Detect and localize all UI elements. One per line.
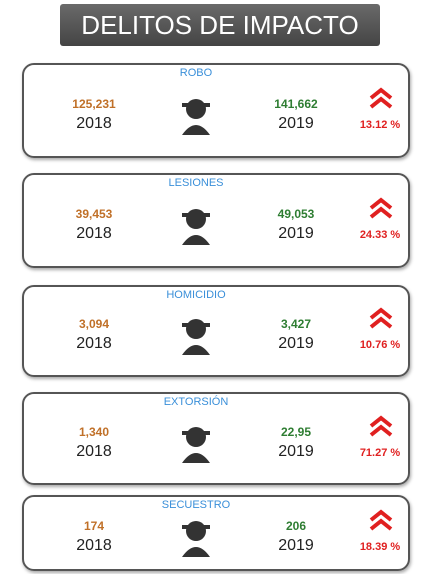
year-2018: 2018 [76, 114, 112, 132]
year-2018: 2018 [76, 442, 112, 460]
change-percent: 13.12 % [359, 118, 401, 131]
crime-icon [182, 98, 210, 135]
value-2018: 3,094 [78, 317, 110, 331]
value-2018: 39,453 [75, 206, 113, 221]
card-title: LESIONES [168, 177, 224, 189]
value-2019: 206 [285, 519, 307, 533]
value-2018: 1,340 [78, 424, 110, 439]
year-2018: 2018 [76, 335, 112, 352]
crime-card: SECUESTRO 174 2018 206 2019 18.39 % [22, 495, 410, 571]
card-title: EXTORSIÓN [163, 396, 229, 408]
year-2019: 2019 [278, 114, 314, 132]
change-percent: 71.27 % [359, 446, 401, 459]
up-chevron [369, 414, 393, 437]
change-percent: 18.39 % [359, 541, 401, 553]
crime-card: ROBO 125,231 2018 141,662 2019 13.12 % [22, 63, 410, 158]
change-percent: 24.33 % [359, 228, 401, 241]
value-2018: 174 [83, 519, 105, 533]
year-2019: 2019 [278, 442, 314, 460]
card-title: SECUESTRO [161, 499, 231, 511]
up-chevron [369, 307, 393, 329]
up-chevron [369, 86, 393, 109]
crime-icon [182, 521, 210, 557]
crime-card: HOMICIDIO 3,094 2018 3,427 2019 10.76 % [22, 285, 410, 377]
up-chevron [369, 509, 393, 531]
value-2018: 125,231 [72, 96, 116, 111]
header-title: DELITOS DE IMPACTO [60, 4, 380, 46]
value-2019: 22,95 [280, 424, 312, 439]
value-2019: 141,662 [274, 96, 318, 111]
crime-card: EXTORSIÓN 1,340 2018 22,95 2019 71.27 % [22, 392, 410, 485]
year-2019: 2019 [278, 224, 314, 242]
crime-card: LESIONES 39,453 2018 49,053 2019 24.33 % [22, 173, 410, 268]
year-2019: 2019 [278, 335, 314, 352]
year-2018: 2018 [76, 224, 112, 242]
card-title: HOMICIDIO [166, 289, 226, 301]
value-2019: 49,053 [277, 206, 315, 221]
value-2019: 3,427 [280, 317, 312, 331]
change-percent: 10.76 % [359, 339, 401, 351]
up-chevron [369, 196, 393, 219]
year-2018: 2018 [76, 537, 112, 554]
year-2019: 2019 [278, 537, 314, 554]
crime-icon [182, 208, 210, 245]
card-title: ROBO [179, 67, 213, 79]
crime-icon [182, 319, 210, 355]
crime-icon [182, 426, 210, 463]
